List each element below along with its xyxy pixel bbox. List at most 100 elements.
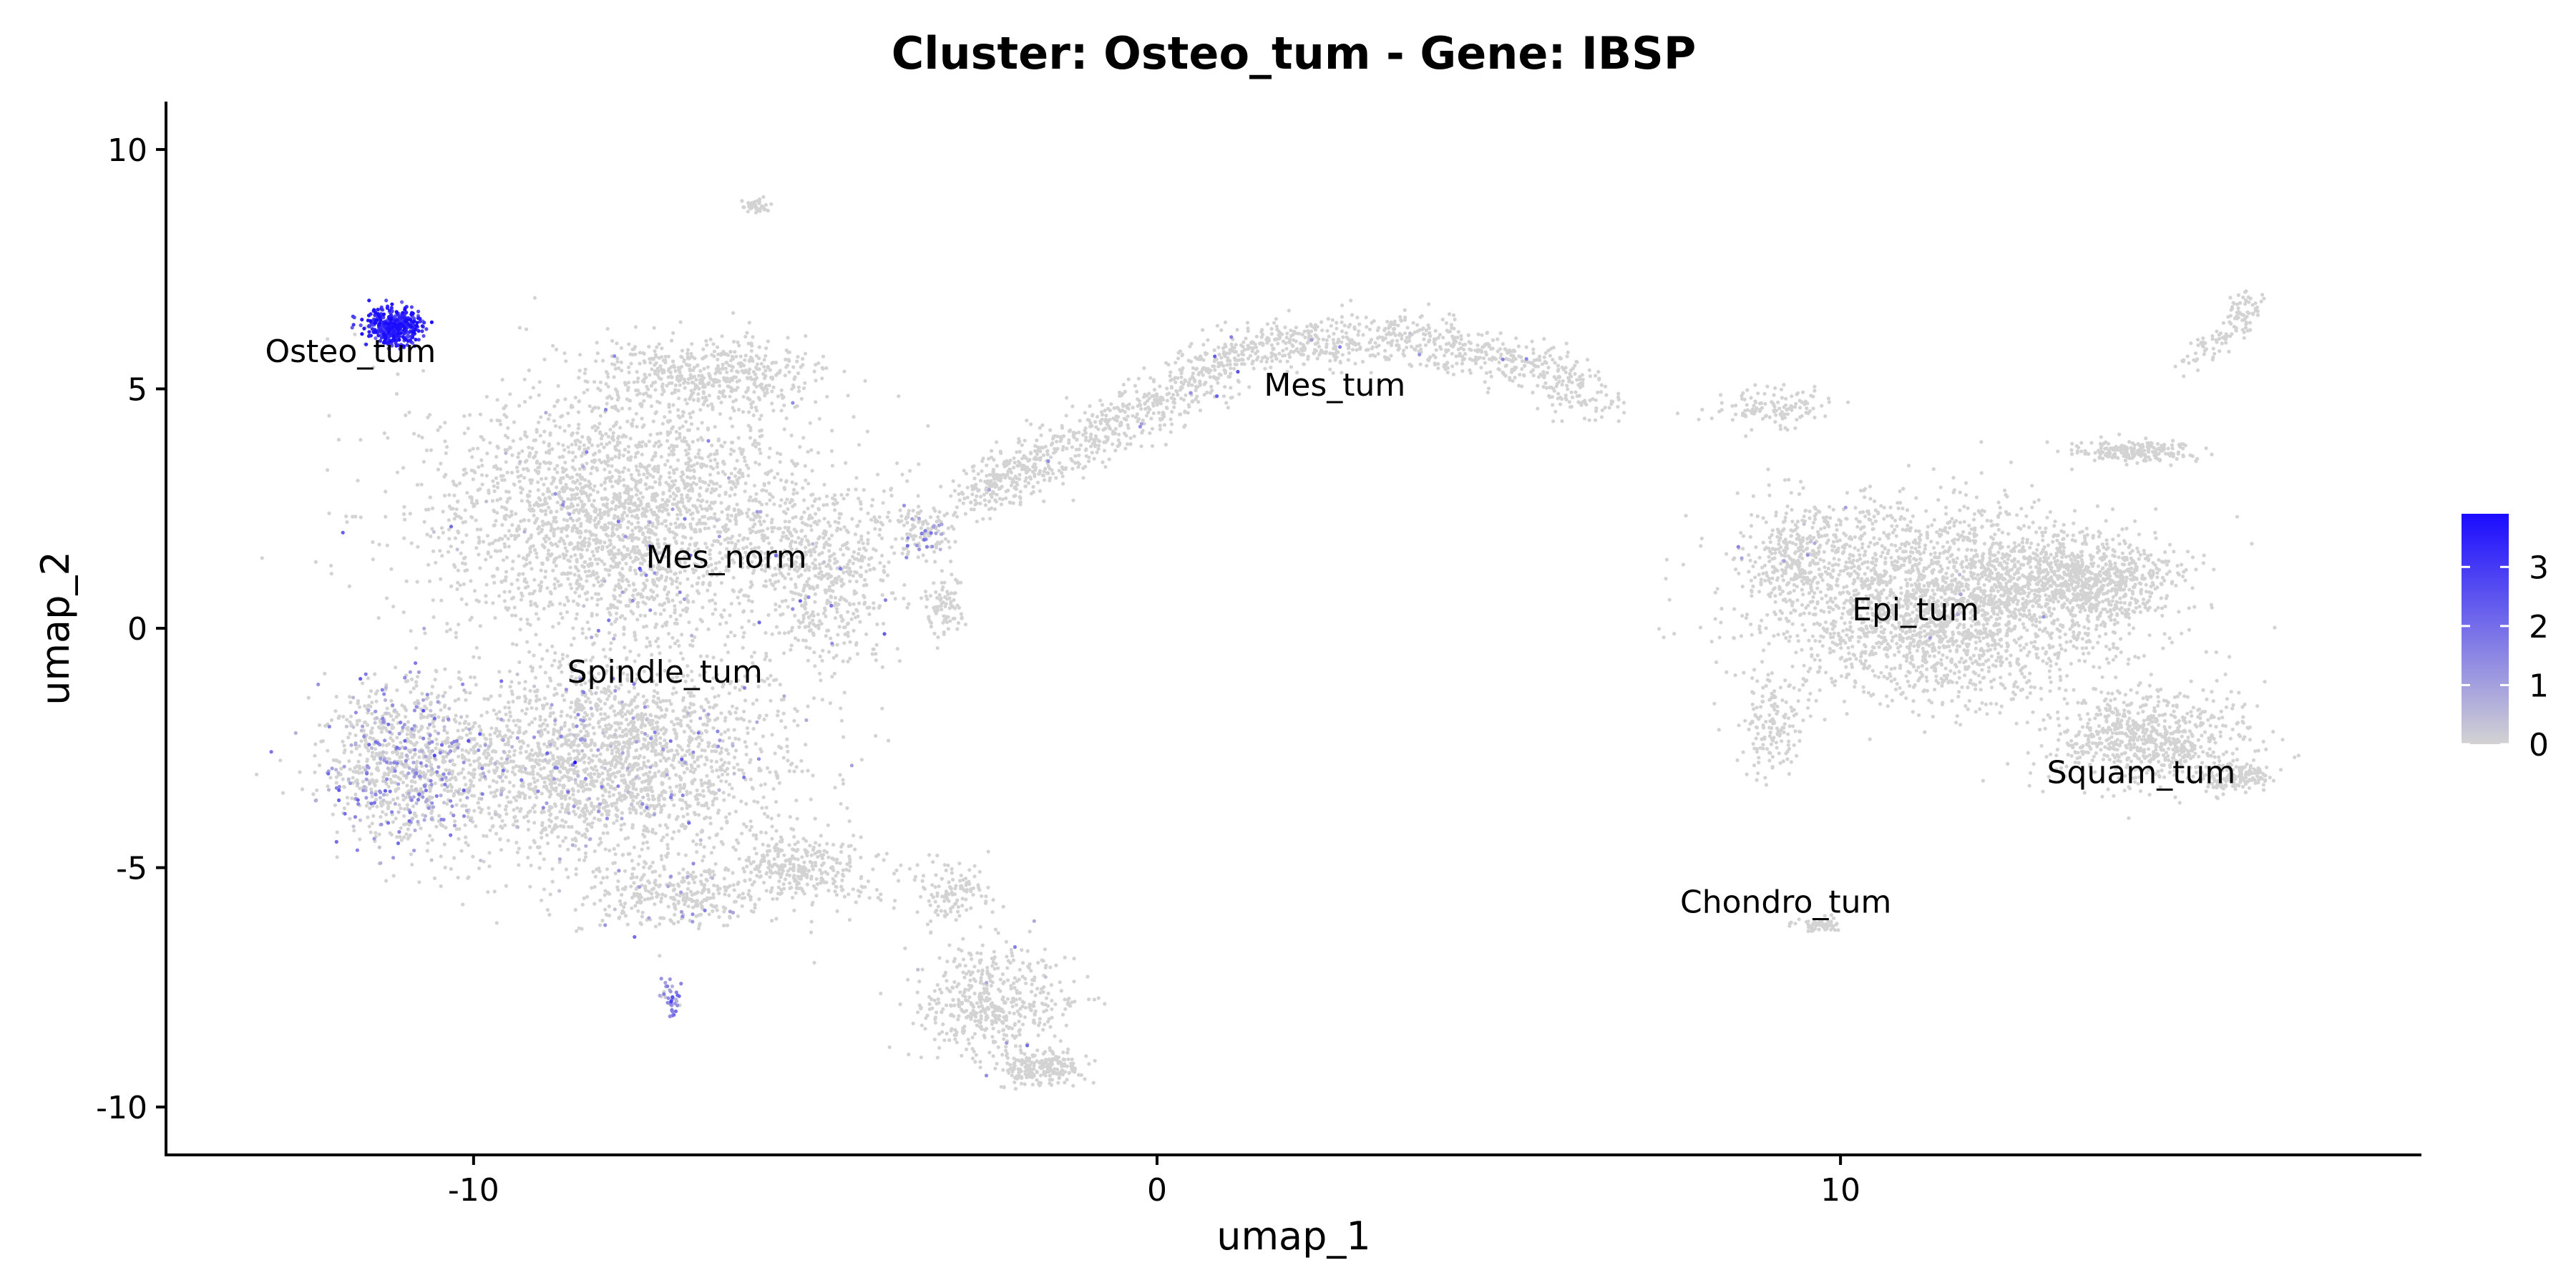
data-point bbox=[634, 482, 638, 487]
data-point bbox=[500, 826, 504, 830]
data-point bbox=[585, 782, 589, 787]
data-point bbox=[575, 566, 579, 570]
data-point bbox=[574, 703, 578, 708]
data-point bbox=[737, 601, 741, 605]
data-point bbox=[613, 872, 618, 876]
data-point bbox=[427, 736, 431, 741]
data-point bbox=[725, 565, 729, 570]
data-point bbox=[724, 779, 728, 784]
data-point bbox=[655, 691, 660, 696]
data-point bbox=[462, 776, 467, 780]
data-point bbox=[804, 562, 809, 567]
data-point bbox=[649, 713, 653, 718]
data-point bbox=[502, 413, 507, 417]
data-point bbox=[525, 707, 530, 711]
data-point bbox=[711, 769, 715, 774]
data-point bbox=[607, 790, 612, 794]
data-point bbox=[580, 627, 585, 631]
data-point bbox=[313, 742, 318, 746]
data-point bbox=[639, 526, 643, 530]
data-point bbox=[725, 547, 729, 551]
data-point bbox=[841, 735, 846, 739]
data-point bbox=[487, 491, 491, 495]
data-point bbox=[656, 467, 660, 472]
data-point bbox=[640, 780, 645, 784]
data-point bbox=[667, 813, 672, 817]
data-point bbox=[705, 758, 709, 762]
data-point bbox=[445, 621, 449, 626]
data-point bbox=[616, 434, 621, 439]
data-point bbox=[512, 482, 516, 487]
data-point bbox=[672, 766, 676, 770]
data-point bbox=[457, 754, 461, 758]
data-point bbox=[678, 783, 683, 787]
data-point bbox=[345, 520, 349, 525]
data-point bbox=[658, 736, 663, 741]
data-point bbox=[594, 702, 599, 706]
data-point bbox=[887, 738, 891, 743]
data-point bbox=[495, 766, 499, 770]
data-point bbox=[342, 806, 346, 811]
data-point bbox=[633, 728, 638, 733]
data-point bbox=[659, 808, 664, 812]
data-point bbox=[456, 568, 460, 572]
data-point bbox=[596, 522, 600, 526]
data-point bbox=[613, 746, 618, 750]
data-point bbox=[688, 497, 693, 501]
data-point bbox=[484, 600, 488, 605]
data-point bbox=[497, 730, 502, 734]
data-point bbox=[760, 533, 764, 537]
data-point bbox=[575, 587, 580, 591]
data-point bbox=[612, 516, 616, 520]
data-point bbox=[781, 756, 786, 760]
data-point bbox=[557, 621, 561, 625]
data-point bbox=[720, 615, 724, 619]
data-point bbox=[712, 489, 716, 493]
data-point bbox=[605, 545, 610, 550]
data-point bbox=[625, 709, 630, 714]
data-point bbox=[620, 579, 625, 583]
data-point bbox=[601, 648, 606, 652]
data-point bbox=[711, 501, 716, 505]
data-point bbox=[514, 643, 519, 647]
data-point bbox=[476, 488, 480, 492]
data-point bbox=[698, 793, 703, 797]
data-point bbox=[703, 722, 707, 726]
data-point bbox=[606, 463, 610, 468]
data-point bbox=[567, 796, 572, 800]
data-point bbox=[558, 809, 562, 814]
data-point bbox=[667, 452, 671, 457]
data-point bbox=[597, 842, 601, 847]
data-point bbox=[634, 452, 638, 456]
data-point bbox=[494, 712, 499, 716]
data-point bbox=[585, 462, 589, 466]
data-point bbox=[371, 365, 376, 370]
data-point bbox=[575, 929, 579, 933]
data-point bbox=[487, 864, 492, 869]
data-point bbox=[391, 874, 396, 878]
data-point bbox=[597, 421, 602, 426]
data-point bbox=[786, 557, 791, 562]
data-point bbox=[629, 487, 634, 492]
data-point bbox=[523, 680, 527, 684]
data-point bbox=[620, 811, 625, 815]
data-point bbox=[360, 681, 365, 686]
data-point bbox=[488, 737, 493, 741]
data-point bbox=[547, 461, 551, 465]
data-point bbox=[577, 399, 582, 404]
data-point bbox=[431, 598, 435, 602]
data-point bbox=[895, 461, 899, 466]
data-point bbox=[708, 552, 712, 557]
data-point bbox=[638, 361, 642, 366]
data-point bbox=[630, 514, 635, 518]
data-point bbox=[594, 525, 598, 530]
data-point bbox=[561, 539, 565, 543]
data-point bbox=[591, 642, 595, 647]
data-point bbox=[527, 453, 532, 458]
data-point bbox=[779, 538, 784, 542]
data-point bbox=[544, 570, 548, 574]
data-point bbox=[550, 526, 554, 530]
data-point bbox=[677, 643, 681, 648]
data-point bbox=[668, 645, 673, 649]
data-point bbox=[562, 351, 567, 356]
